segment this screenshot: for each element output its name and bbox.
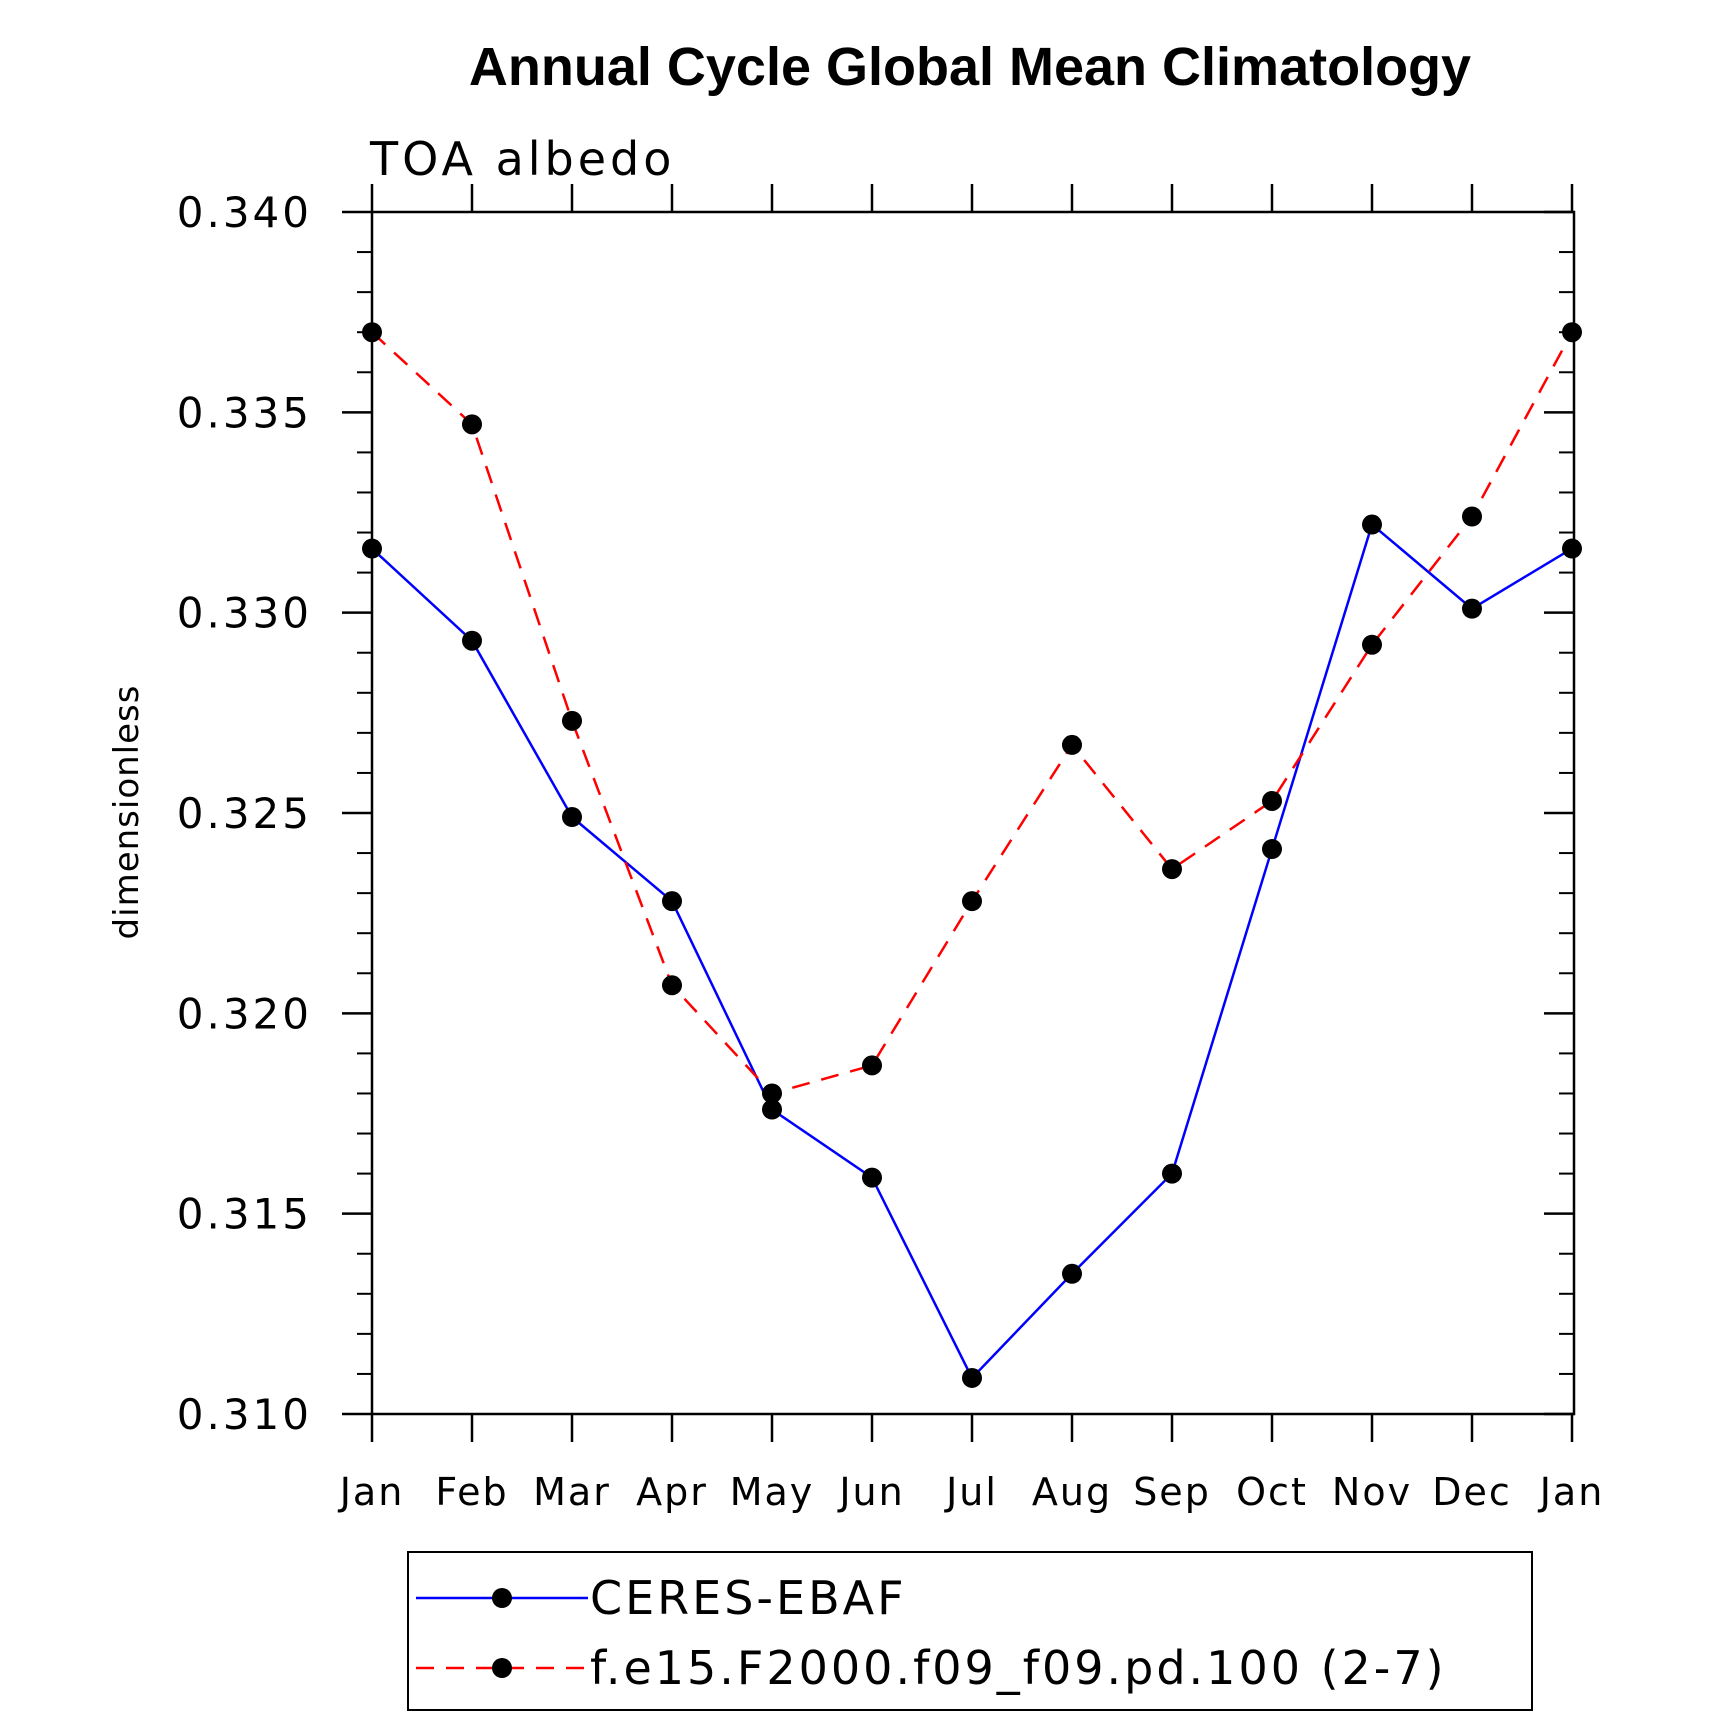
x-tick-label: Aug xyxy=(1032,1470,1112,1514)
series-0-point xyxy=(1262,839,1282,860)
series-0-point xyxy=(1162,1163,1182,1184)
plot-series xyxy=(362,322,1582,1388)
x-tick-label: Dec xyxy=(1432,1470,1512,1514)
series-1-point xyxy=(662,975,682,996)
x-tick-label: Mar xyxy=(533,1470,611,1514)
series-line-1 xyxy=(371,331,1574,1095)
chart-title: Annual Cycle Global Mean Climatology xyxy=(469,37,1471,97)
legend-label-model: f.e15.F2000.f09_f09.pd.100 (2-7) xyxy=(590,1641,1447,1695)
series-0-point xyxy=(1062,1263,1082,1284)
series-0-point xyxy=(1562,538,1582,559)
series-1-point xyxy=(1462,506,1482,527)
legend-marker-ceres xyxy=(492,1588,512,1608)
series-0-point xyxy=(662,891,682,912)
series-1-point xyxy=(1562,322,1582,343)
chart-subtitle: TOA albedo xyxy=(369,132,675,186)
plot-frame xyxy=(370,210,1576,1416)
x-tick-label: Jul xyxy=(944,1470,998,1514)
x-tick-label: Apr xyxy=(636,1470,708,1514)
y-tick-label: 0.340 xyxy=(177,188,312,237)
series-line-0 xyxy=(371,522,1573,1381)
legend-box xyxy=(407,1551,1533,1711)
series-1-point xyxy=(762,1083,782,1104)
series-0-point xyxy=(862,1167,882,1188)
x-tick-label: May xyxy=(730,1470,815,1514)
legend: CERES-EBAF f.e15.F2000.f09_f09.pd.100 (2… xyxy=(407,1551,1533,1711)
series-0-point xyxy=(362,538,382,559)
y-tick-label: 0.315 xyxy=(177,1190,312,1239)
y-tick-label: 0.325 xyxy=(177,789,312,838)
series-1-point xyxy=(1062,734,1082,755)
x-tick-label: Oct xyxy=(1236,1470,1308,1514)
series-1-point xyxy=(1362,634,1382,655)
x-tick-label: Feb xyxy=(435,1470,508,1514)
y-tick-label: 0.310 xyxy=(177,1390,312,1439)
series-0-point xyxy=(762,1099,782,1120)
series-1-point xyxy=(362,322,382,343)
x-tick-label: Jan xyxy=(1538,1470,1605,1514)
series-0-point xyxy=(1362,514,1382,535)
x-tick-label: Jun xyxy=(837,1470,904,1514)
series-1-point xyxy=(462,414,482,435)
y-tick-label: 0.320 xyxy=(177,989,312,1038)
series-0-point xyxy=(962,1367,982,1388)
x-tick-label: Sep xyxy=(1133,1470,1211,1514)
x-tick-label: Jan xyxy=(338,1470,405,1514)
series-0-point xyxy=(1462,598,1482,619)
y-tick-label: 0.335 xyxy=(177,388,312,437)
series-1-point xyxy=(562,710,582,731)
series-0-point xyxy=(562,807,582,828)
legend-marker-model xyxy=(492,1658,512,1678)
plot-axes: 0.310 0.315 0.320 0.325 0.330 0.335 0.340 Jan Fe… xyxy=(177,184,1605,1514)
series-1-point xyxy=(962,891,982,912)
series-1-point xyxy=(1162,859,1182,880)
y-tick-label: 0.330 xyxy=(177,589,312,638)
legend-label-ceres: CERES-EBAF xyxy=(590,1571,907,1625)
y-axis-label: dimensionless xyxy=(107,685,147,940)
series-0-point xyxy=(462,630,482,651)
x-tick-label: Nov xyxy=(1332,1470,1412,1514)
series-1-point xyxy=(862,1055,882,1076)
series-1-point xyxy=(1262,790,1282,811)
